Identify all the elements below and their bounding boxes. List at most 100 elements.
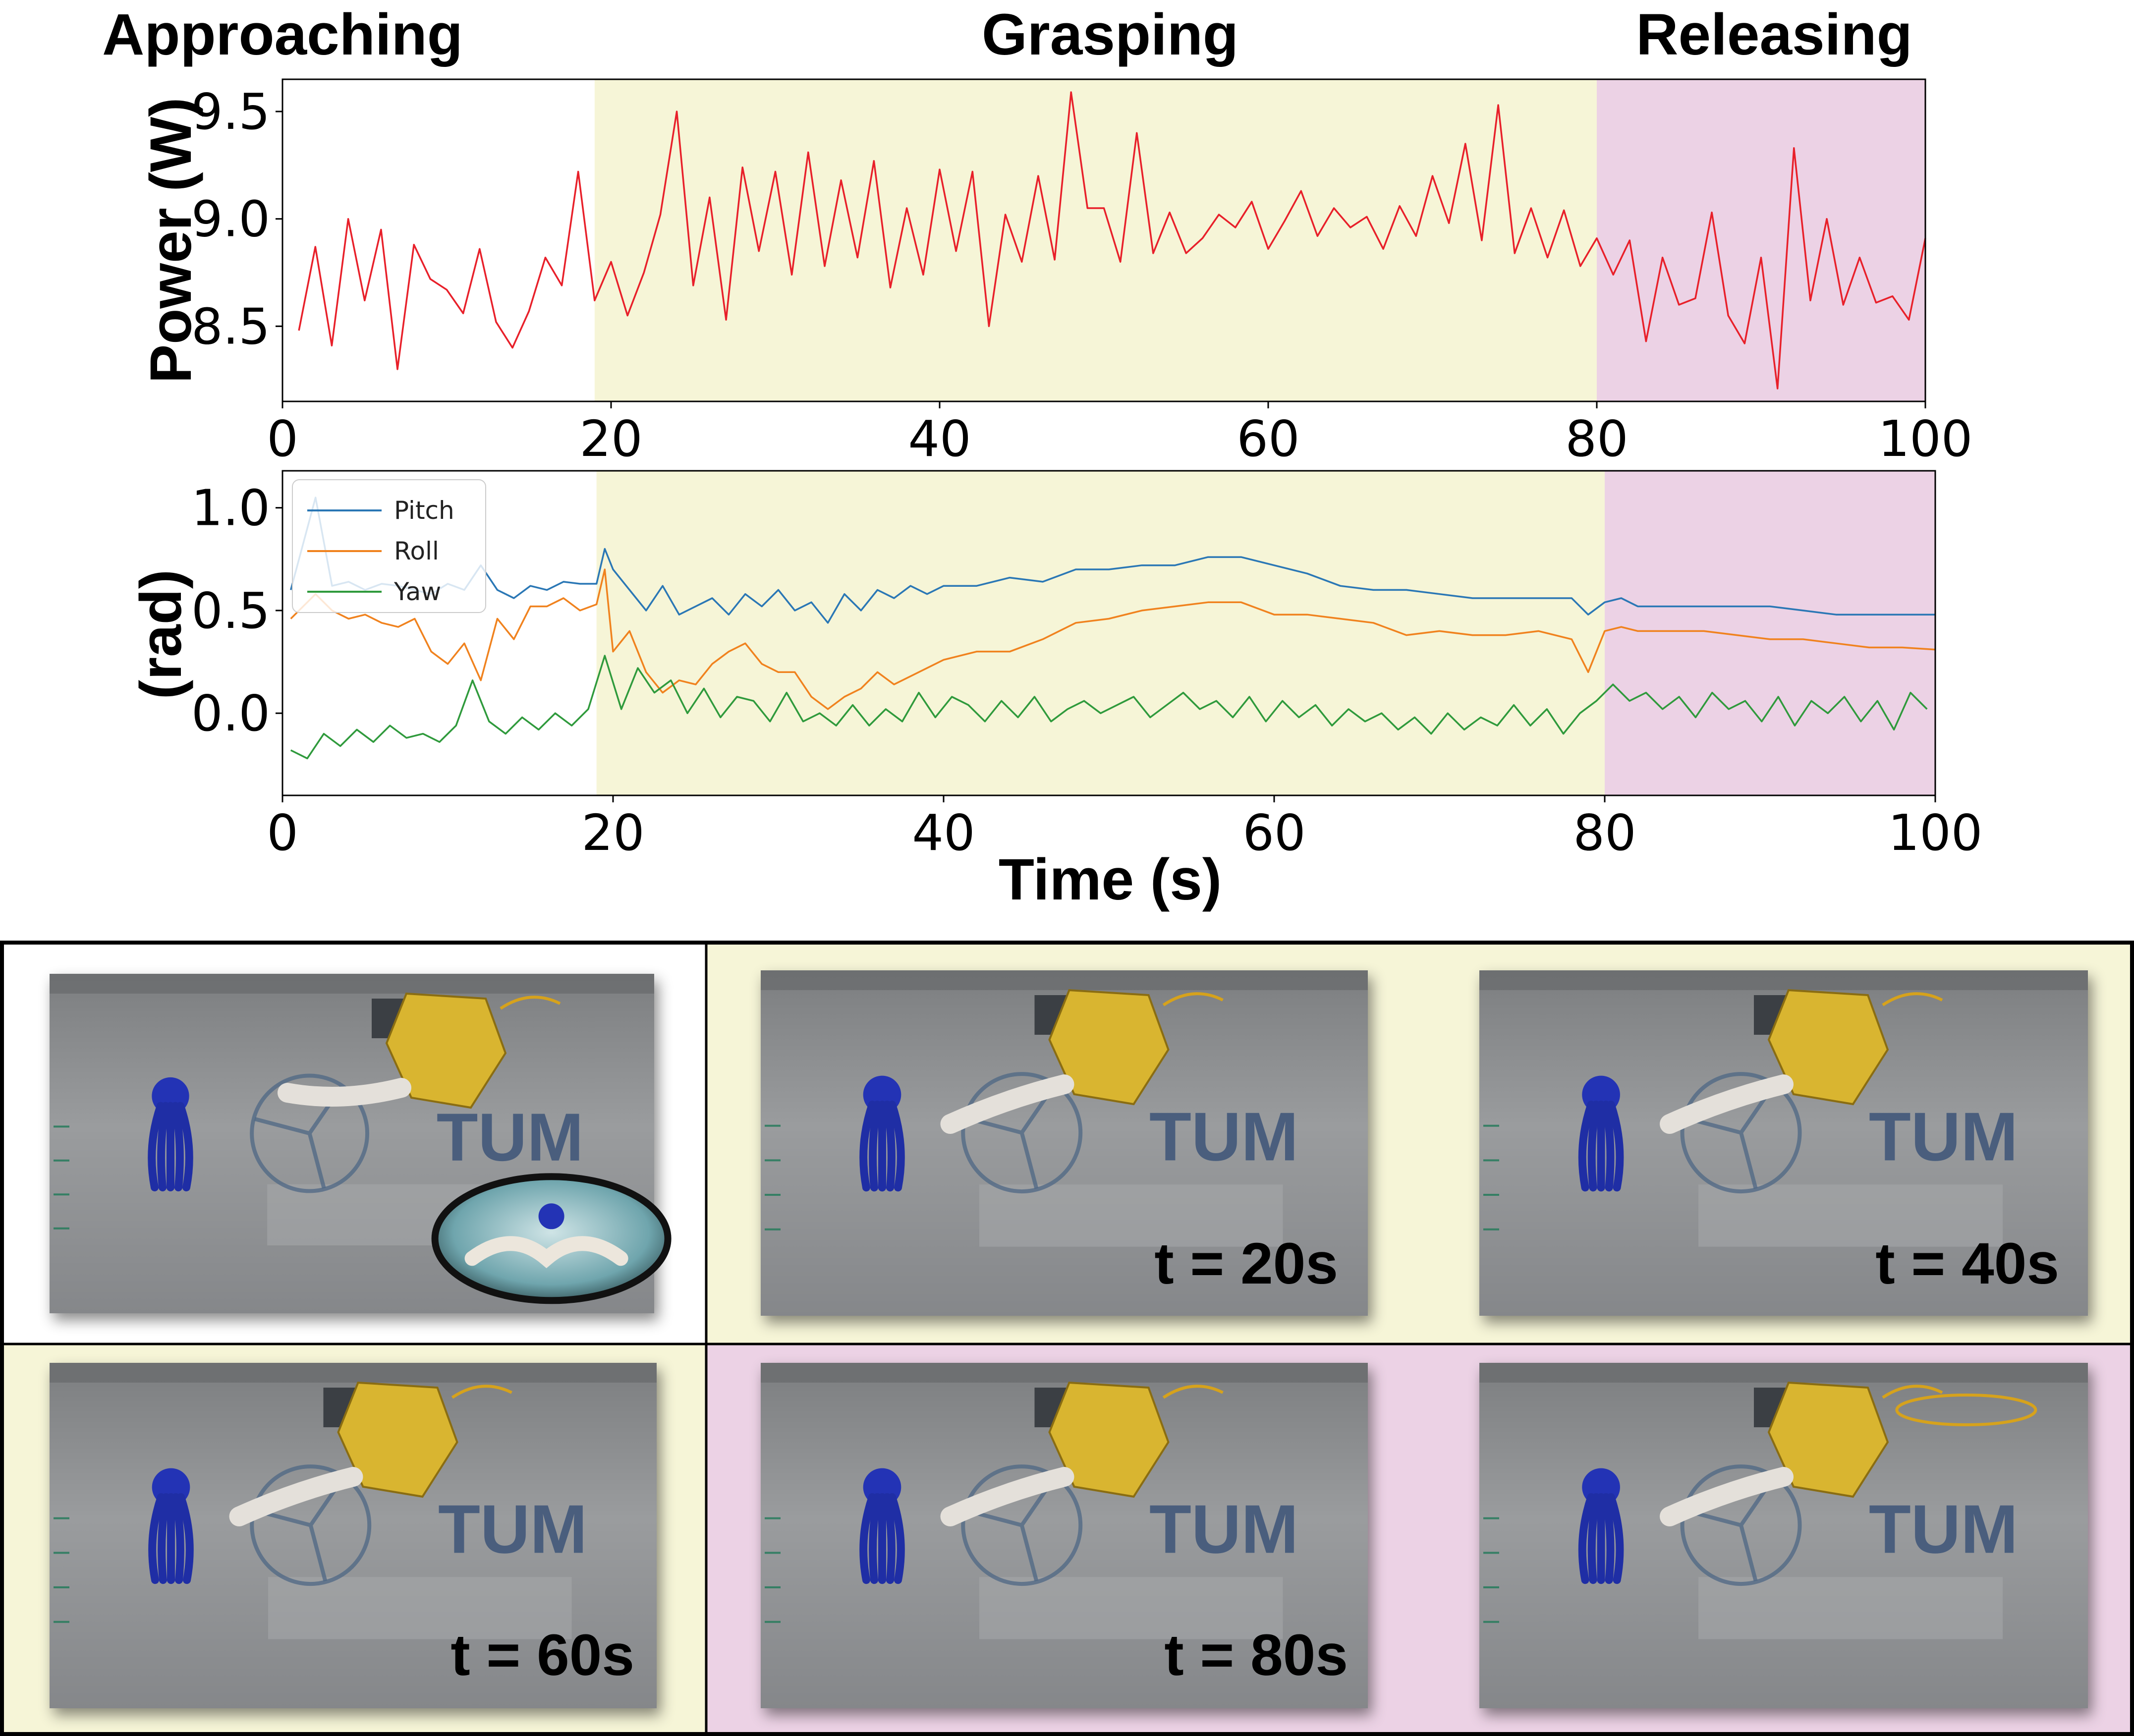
gripper-wrist xyxy=(1048,989,1170,1106)
x-tick-label: 60 xyxy=(1242,804,1305,862)
tank-shelf xyxy=(1698,1577,2003,1639)
octopus-tentacle xyxy=(158,1493,170,1584)
pitch-series-line xyxy=(290,497,1935,624)
orientation-y-axis-label: (rad) xyxy=(128,569,194,699)
gripper-finger xyxy=(229,1467,363,1526)
released-loop xyxy=(1895,1394,2037,1426)
octopus-tentacle xyxy=(176,1102,193,1191)
gripper-cable xyxy=(1162,992,1224,1007)
power-y-axis-label: Power (W) xyxy=(138,98,204,384)
power-y-axis: 8.5 9.0 9.5 xyxy=(191,83,282,355)
tum-logo: TUM xyxy=(1149,1098,1298,1175)
photo-top-band xyxy=(761,1363,1368,1383)
phase-label-approaching: Approaching xyxy=(102,2,463,67)
grasping-region xyxy=(596,471,1605,795)
emblem-ring xyxy=(250,1464,372,1586)
gripper-wrist xyxy=(1767,1381,1889,1498)
octopus-tentacle xyxy=(177,1493,194,1584)
gripper-finger xyxy=(940,1074,1074,1134)
power-series-line xyxy=(298,91,1926,390)
photo-frame-t60: TUM xyxy=(50,1363,657,1708)
y-tick-label: 0.0 xyxy=(191,684,270,742)
power-x-axis: 0 20 40 60 80 100 xyxy=(267,401,1972,468)
octopus-tentacle xyxy=(1587,1100,1600,1192)
power-plot-frame xyxy=(281,78,1926,402)
tum-logo: TUM xyxy=(1869,1491,2018,1568)
x-tick-label: 0 xyxy=(267,410,298,468)
octopus-tentacle xyxy=(157,1102,169,1191)
roll-series-line xyxy=(290,568,1936,710)
photo-frame-release: TUM xyxy=(1479,1363,2088,1708)
y-tick-label: 9.0 xyxy=(191,190,270,248)
y-tick-label: 8.5 xyxy=(191,297,270,355)
octopus-tentacle xyxy=(869,1493,881,1584)
x-tick-label: 20 xyxy=(579,410,642,468)
octopus-tentacle xyxy=(1578,1493,1595,1584)
gripper-wrist xyxy=(1767,989,1889,1106)
x-tick-label: 0 xyxy=(267,804,298,862)
octopus-tentacle xyxy=(888,1493,905,1584)
octopus-tentacle xyxy=(1607,1100,1624,1192)
gripper-finger xyxy=(940,1467,1074,1526)
gripper-cable xyxy=(500,996,561,1010)
y-tick-label: 9.5 xyxy=(191,83,270,141)
legend-label-pitch: Pitch xyxy=(394,496,454,525)
photo-top-band xyxy=(1479,1363,2088,1383)
tum-logo: TUM xyxy=(1869,1098,2018,1175)
octopus-tentacle xyxy=(869,1100,881,1192)
x-tick-label: 40 xyxy=(908,410,971,468)
frame-label-t20: t = 20s xyxy=(1154,1231,1338,1296)
tank-shelf xyxy=(1698,1184,2003,1247)
legend: Pitch Roll Yaw xyxy=(292,479,486,613)
photo-frame-t40: TUM xyxy=(1479,970,2088,1316)
orientation-plot-frame xyxy=(281,470,1936,796)
emblem-ring xyxy=(1680,1072,1802,1194)
octopus-tentacle xyxy=(171,1102,184,1191)
emblem-ring xyxy=(250,1073,370,1193)
y-tick-label: 1.0 xyxy=(191,479,270,537)
time-x-axis-label: Time (s) xyxy=(999,847,1222,912)
x-tick-label: 80 xyxy=(1565,410,1628,468)
photo-frame-t20: TUM xyxy=(761,970,1368,1316)
octopus-tentacle xyxy=(1602,1100,1615,1192)
gripper-finger xyxy=(1660,1467,1794,1526)
octopus-tentacle xyxy=(883,1493,896,1584)
yaw-series-line xyxy=(290,655,1928,760)
x-tick-label: 40 xyxy=(912,804,975,862)
tank-shelf xyxy=(268,1577,572,1639)
frame-label-t60: t = 60s xyxy=(450,1623,634,1688)
camera-inset xyxy=(431,1173,672,1304)
octopus-tentacle xyxy=(1587,1493,1600,1584)
octopus-tentacle xyxy=(148,1493,165,1584)
gripper-finger xyxy=(1660,1074,1794,1134)
x-tick-label: 60 xyxy=(1236,410,1299,468)
photo-frame-approaching: TUM xyxy=(50,974,672,1313)
tum-logo: TUM xyxy=(1149,1491,1298,1568)
photo-top-band xyxy=(1479,970,2088,990)
releasing-region xyxy=(1605,471,1935,795)
phase-label-grasping: Grasping xyxy=(982,2,1238,67)
grasping-region xyxy=(594,79,1597,401)
legend-label-yaw: Yaw xyxy=(393,577,441,606)
frame-label-t40: t = 40s xyxy=(1875,1231,2059,1296)
orientation-chart: 0 20 40 60 80 100 0.0 0.5 1.0 (rad) Time (s) Pi… xyxy=(128,470,1983,912)
tank-shelf xyxy=(979,1577,1283,1639)
octopus-tentacle xyxy=(1602,1493,1615,1584)
power-chart: 0 20 40 60 80 100 8.5 9.0 9.5 Power (W) xyxy=(138,78,1972,468)
x-tick-label: 20 xyxy=(581,804,644,862)
photo-top-band xyxy=(761,970,1368,990)
photo-frame-t80: TUM xyxy=(761,1363,1368,1708)
gripper-cable xyxy=(451,1385,512,1399)
inset-fingers xyxy=(464,1236,628,1269)
octopus-tentacle xyxy=(883,1100,896,1192)
legend-box xyxy=(292,479,486,613)
gripper-cable xyxy=(1162,1385,1224,1399)
octopus-tentacle xyxy=(1607,1493,1624,1584)
octopus-tentacle xyxy=(859,1493,876,1584)
gripper-cable xyxy=(1882,992,1943,1007)
octopus-tentacle xyxy=(148,1102,165,1191)
tank-shelf xyxy=(979,1184,1283,1247)
x-tick-label: 100 xyxy=(1888,804,1983,862)
gripper-cable xyxy=(1882,1385,1943,1399)
